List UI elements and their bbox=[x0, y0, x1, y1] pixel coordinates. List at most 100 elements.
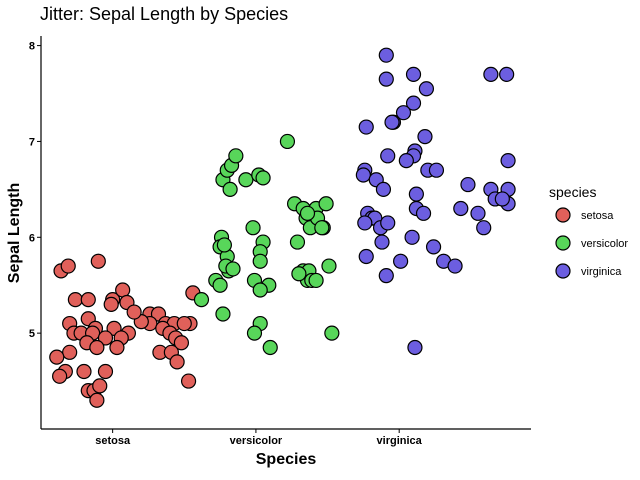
plot-area bbox=[49, 47, 516, 408]
data-point bbox=[67, 291, 83, 308]
data-point bbox=[393, 253, 409, 269]
data-point bbox=[109, 339, 125, 356]
data-point bbox=[212, 277, 228, 293]
data-point bbox=[180, 373, 197, 389]
data-point bbox=[380, 148, 396, 164]
data-point bbox=[252, 282, 268, 298]
data-point bbox=[80, 291, 96, 308]
data-point bbox=[314, 220, 330, 236]
data-point bbox=[289, 234, 306, 250]
data-point bbox=[374, 234, 390, 250]
data-point bbox=[405, 95, 422, 111]
y-ticks: 5 6 7 8 bbox=[29, 41, 41, 340]
axes bbox=[40, 36, 531, 430]
data-point bbox=[357, 215, 373, 231]
data-point bbox=[97, 330, 114, 346]
data-point bbox=[238, 172, 254, 188]
data-point bbox=[126, 304, 142, 320]
data-point bbox=[476, 220, 492, 236]
data-point bbox=[262, 339, 278, 356]
y-axis-title: Sepal Length bbox=[6, 183, 23, 283]
data-point bbox=[216, 237, 232, 253]
data-point bbox=[499, 66, 515, 82]
data-point bbox=[418, 81, 435, 97]
data-point bbox=[324, 325, 340, 341]
data-point bbox=[279, 133, 296, 150]
data-point bbox=[169, 354, 185, 370]
data-point bbox=[60, 258, 76, 274]
data-point bbox=[415, 205, 432, 221]
data-point bbox=[453, 200, 469, 217]
data-point bbox=[378, 71, 394, 87]
data-point bbox=[222, 181, 238, 197]
data-point bbox=[460, 176, 476, 193]
data-point bbox=[358, 248, 374, 265]
x-tick-label-setosa: setosa bbox=[95, 435, 131, 447]
data-point bbox=[500, 153, 516, 169]
data-point bbox=[398, 153, 414, 169]
data-point bbox=[428, 162, 445, 178]
data-point bbox=[447, 258, 463, 274]
data-point bbox=[193, 291, 210, 308]
chart-title: Jitter: Sepal Length by Species bbox=[40, 4, 288, 24]
data-point bbox=[52, 368, 68, 384]
data-point bbox=[92, 378, 108, 394]
data-point bbox=[62, 344, 78, 360]
data-point bbox=[291, 266, 307, 282]
data-point bbox=[225, 261, 241, 277]
data-point bbox=[215, 306, 231, 322]
data-point bbox=[252, 253, 268, 269]
y-tick-label: 5 bbox=[29, 328, 35, 340]
data-point bbox=[90, 253, 106, 269]
data-point bbox=[176, 315, 192, 332]
data-point bbox=[470, 205, 486, 221]
x-ticks: setosa versicolor virginica bbox=[95, 429, 423, 447]
data-point bbox=[173, 335, 190, 351]
data-point bbox=[245, 220, 261, 236]
data-point bbox=[76, 363, 92, 380]
y-tick-label: 6 bbox=[29, 232, 35, 244]
data-point bbox=[321, 258, 337, 274]
legend-marker-versicolor bbox=[555, 235, 571, 251]
data-point bbox=[246, 325, 263, 341]
series-virginica bbox=[355, 47, 516, 356]
y-tick-label: 7 bbox=[29, 136, 35, 148]
data-point bbox=[308, 272, 324, 289]
data-point bbox=[375, 181, 392, 197]
data-point bbox=[299, 205, 316, 221]
data-point bbox=[89, 339, 105, 356]
data-point bbox=[358, 119, 374, 135]
data-point bbox=[378, 268, 394, 284]
data-point bbox=[395, 105, 412, 121]
data-point bbox=[89, 392, 105, 408]
data-point bbox=[407, 339, 423, 356]
data-point bbox=[355, 167, 371, 183]
data-point bbox=[228, 148, 244, 164]
data-point bbox=[494, 191, 510, 207]
data-point bbox=[380, 215, 396, 231]
data-point bbox=[318, 196, 334, 212]
data-point bbox=[405, 66, 422, 82]
data-point bbox=[408, 186, 424, 202]
x-tick-label-virginica: virginica bbox=[377, 435, 423, 447]
series-setosa bbox=[49, 253, 201, 408]
y-tick-label: 8 bbox=[29, 41, 35, 53]
x-tick-label-versicolor: versicolor bbox=[230, 435, 283, 447]
data-point bbox=[425, 239, 442, 255]
data-point bbox=[103, 296, 119, 312]
data-point bbox=[483, 66, 499, 82]
data-point bbox=[97, 363, 114, 380]
series-versicolor bbox=[193, 133, 340, 356]
legend-title: species bbox=[549, 184, 596, 200]
legend: species setosa versicolor virginica bbox=[549, 184, 628, 279]
legend-marker-setosa bbox=[555, 207, 571, 223]
data-point bbox=[255, 170, 271, 186]
data-point bbox=[49, 349, 65, 365]
legend-marker-virginica bbox=[555, 263, 571, 279]
x-axis-title: Species bbox=[256, 451, 317, 468]
legend-label-versicolor: versicolor bbox=[581, 238, 628, 250]
data-point bbox=[404, 229, 420, 245]
legend-label-setosa: setosa bbox=[581, 210, 614, 222]
data-point bbox=[378, 47, 394, 63]
